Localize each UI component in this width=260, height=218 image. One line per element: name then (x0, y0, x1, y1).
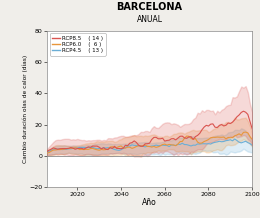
Text: ANUAL: ANUAL (136, 15, 162, 24)
Legend: RCP8.5    ( 14 ), RCP6.0    (  6 ), RCP4.5    ( 13 ): RCP8.5 ( 14 ), RCP6.0 ( 6 ), RCP4.5 ( 13… (50, 33, 106, 56)
Text: BARCELONA: BARCELONA (116, 2, 183, 12)
Y-axis label: Cambio duración olas de calor (días): Cambio duración olas de calor (días) (23, 55, 28, 163)
X-axis label: Año: Año (142, 198, 157, 207)
